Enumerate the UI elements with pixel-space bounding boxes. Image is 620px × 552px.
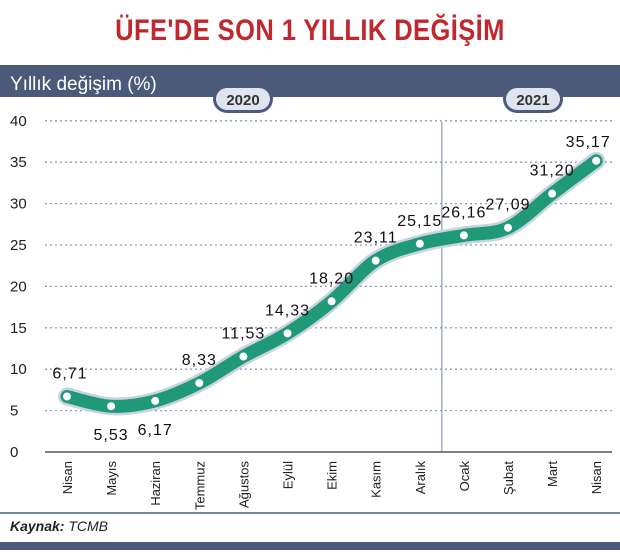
year-pill-0	[216, 88, 270, 110]
source-label: Kaynak:	[10, 518, 65, 534]
x-tick-1: Mayıs	[104, 461, 119, 496]
x-tick-2: Haziran	[148, 461, 163, 506]
source-note: Kaynak: TCMB	[10, 518, 108, 534]
x-tick-6: Ekim	[325, 461, 340, 490]
data-point-0	[63, 392, 71, 401]
data-point-2	[151, 396, 160, 405]
data-label-9: 26,16	[441, 204, 486, 221]
y-tick-5: 5	[10, 403, 18, 420]
data-label-0: 6,71	[52, 365, 87, 382]
y-tick-35: 35	[10, 154, 27, 171]
data-label-3: 8,33	[182, 352, 217, 369]
data-label-1: 5,53	[94, 427, 129, 444]
data-label-2: 6,17	[138, 422, 173, 439]
data-point-9	[459, 231, 468, 240]
source-value: TCMB	[68, 518, 109, 534]
data-label-10: 27,09	[485, 197, 530, 214]
y-tick-15: 15	[10, 320, 27, 337]
chart-title: ÜFE'DE SON 1 YILLIK DEĞİŞİM	[115, 14, 505, 47]
data-label-7: 23,11	[354, 230, 398, 247]
bottom-bar	[0, 542, 620, 550]
data-label-6: 18,20	[309, 270, 354, 287]
y-tick-25: 25	[10, 237, 27, 254]
data-point-4	[239, 352, 248, 361]
x-tick-5: Eylül	[281, 461, 296, 489]
data-point-7	[371, 256, 380, 265]
data-label-11: 31,20	[530, 163, 575, 180]
y-tick-0: 0	[10, 444, 18, 461]
data-point-6	[327, 297, 336, 306]
data-point-8	[415, 239, 424, 248]
x-tick-12: Nisan	[589, 461, 604, 494]
x-tick-7: Kasım	[369, 461, 384, 498]
y-tick-20: 20	[10, 278, 27, 295]
data-label-8: 25,15	[397, 213, 442, 230]
y-tick-30: 30	[10, 196, 27, 213]
data-label-4: 11,53	[221, 326, 265, 343]
y-tick-40: 40	[10, 113, 27, 130]
data-label-5: 14,33	[265, 302, 310, 319]
year-pill-1	[506, 88, 560, 110]
data-label-12: 35,17	[566, 134, 611, 151]
data-point-1	[107, 402, 116, 411]
data-point-10	[504, 223, 512, 232]
x-tick-9: Ocak	[457, 461, 472, 492]
x-tick-4: Ağustos	[236, 461, 251, 508]
y-tick-10: 10	[10, 361, 27, 378]
year-label-0: 2020	[226, 92, 259, 109]
data-point-5	[283, 329, 292, 338]
data-point-12	[592, 156, 601, 165]
data-point-11	[548, 189, 557, 198]
y-axis-title: Yıllık değişim (%)	[10, 74, 157, 95]
x-tick-10: Şubat	[501, 461, 516, 495]
x-tick-8: Aralık	[413, 461, 428, 495]
x-tick-11: Mart	[545, 461, 560, 487]
year-label-1: 2021	[516, 92, 549, 109]
x-tick-0: Nisan	[60, 461, 75, 494]
x-tick-3: Temmuz	[192, 461, 207, 510]
data-point-3	[195, 379, 204, 388]
